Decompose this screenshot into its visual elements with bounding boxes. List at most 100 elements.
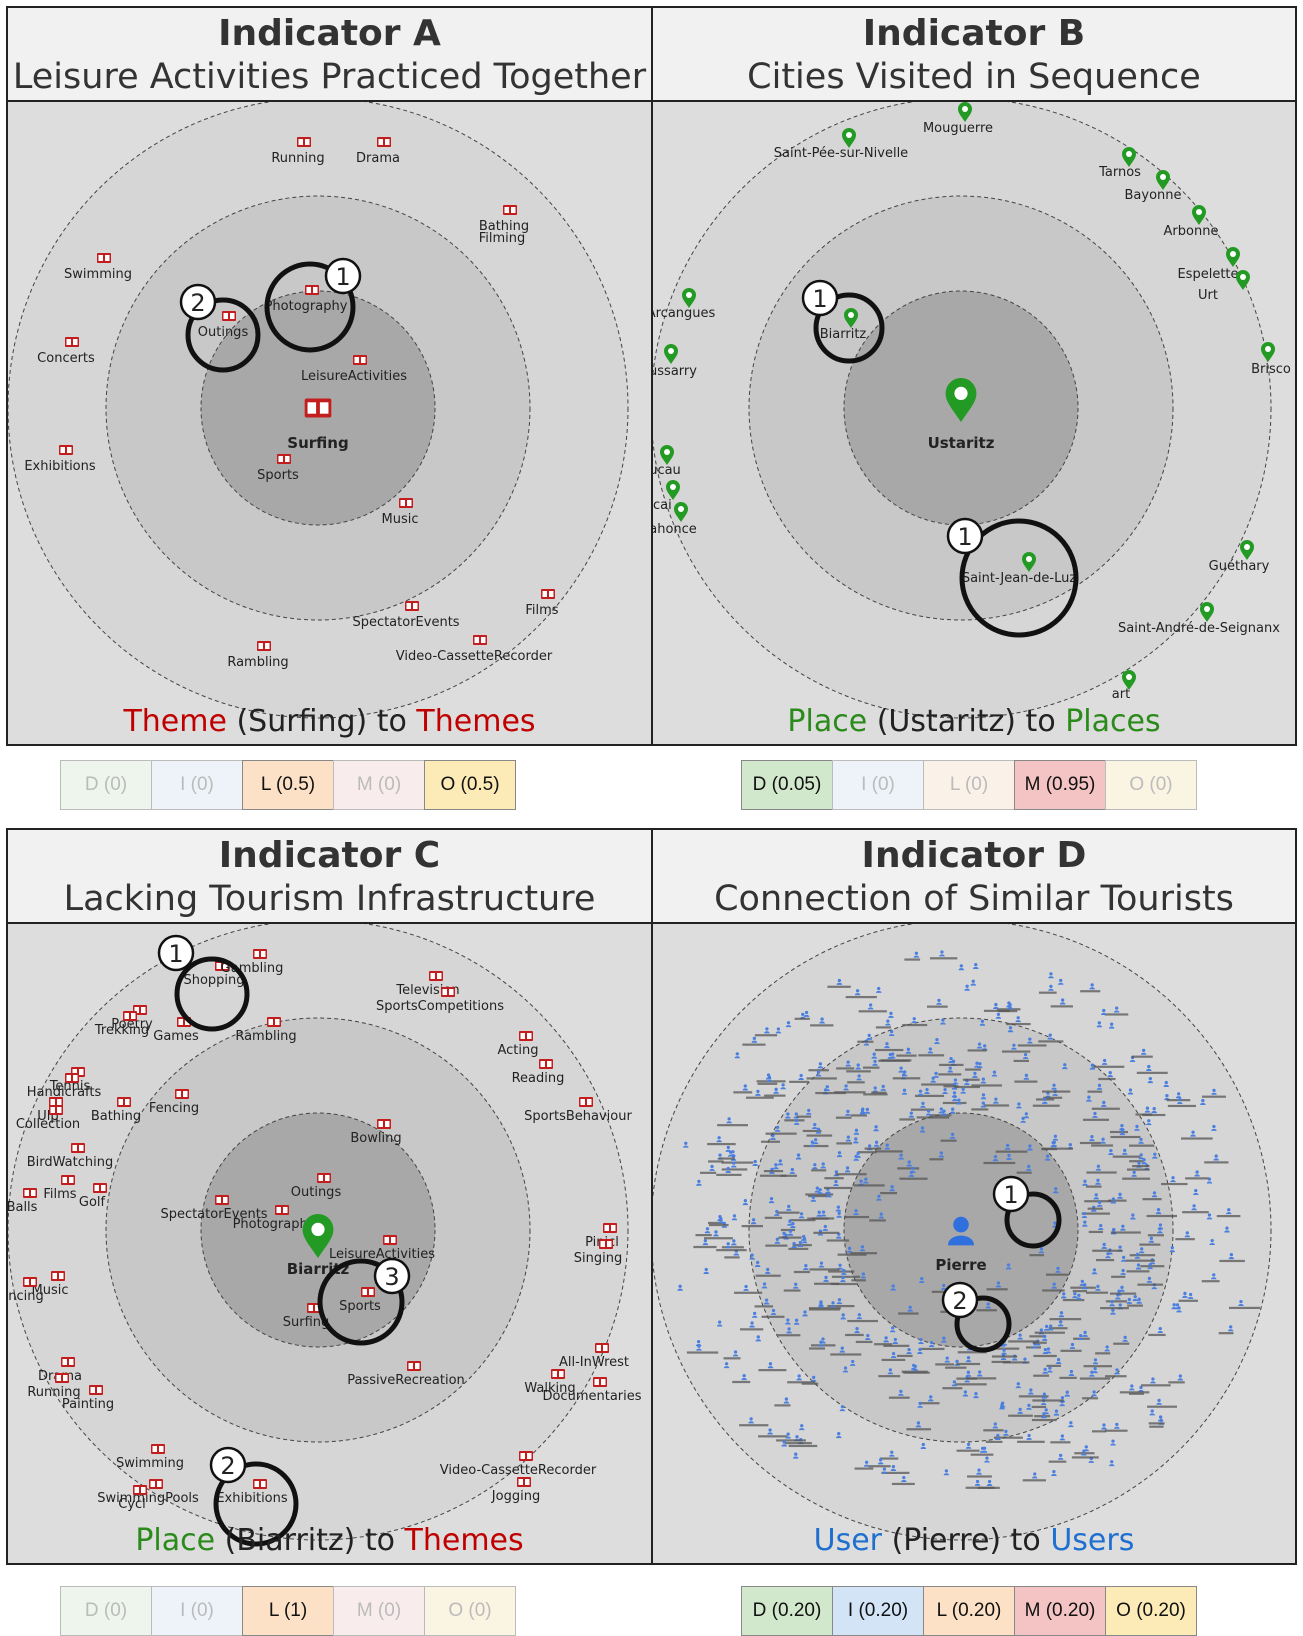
radial-graph[interactable]: Pierre 1 2 User (Pierre) to Users	[653, 924, 1295, 1563]
user-node-icon	[806, 1108, 812, 1115]
user-node-icon	[696, 1344, 702, 1351]
user-node-label	[764, 1094, 786, 1097]
user-node-label	[898, 1312, 919, 1315]
user-node-label	[932, 1116, 950, 1119]
user-node-label	[1081, 1212, 1110, 1215]
user-node-icon	[980, 1101, 987, 1108]
user-node-icon	[1016, 1102, 1022, 1109]
user-node-label	[983, 1429, 1004, 1432]
user-node-icon	[905, 1047, 912, 1054]
user-node-label	[707, 1142, 736, 1146]
user-node-label	[806, 1134, 833, 1137]
user-node-icon	[842, 1366, 849, 1373]
user-node-label	[721, 1161, 754, 1164]
user-node-label	[939, 1063, 964, 1067]
map-pin-icon	[1122, 670, 1136, 690]
user-node-icon	[917, 1401, 923, 1408]
user-node-label	[918, 1402, 940, 1405]
user-node-icon	[859, 1245, 866, 1252]
user-node-icon	[1095, 1284, 1101, 1291]
radial-graph[interactable]: Shopping Gambling Television SportsCompetit…	[8, 924, 651, 1563]
user-node-icon	[1007, 1003, 1013, 1010]
user-node-label	[998, 1009, 1018, 1013]
user-node-icon	[810, 1195, 817, 1202]
user-node-label	[1033, 1374, 1050, 1377]
user-node-icon	[1068, 1369, 1075, 1376]
score-cell: D (0)	[60, 760, 152, 810]
user-node-icon	[947, 1066, 954, 1073]
user-node-label	[1104, 1429, 1128, 1432]
user-node-icon	[683, 1141, 689, 1148]
user-node-label	[1175, 1238, 1195, 1241]
user-node-label	[986, 1288, 1008, 1291]
user-node-label	[954, 1085, 981, 1089]
user-node-label	[926, 1005, 948, 1008]
user-node-icon	[970, 979, 977, 986]
user-node-label	[1126, 1168, 1150, 1171]
node-label: Arcangues	[653, 306, 716, 321]
book-icon	[473, 635, 487, 645]
book-icon	[257, 641, 271, 651]
user-node-label	[1092, 1249, 1123, 1252]
panel-subtitle: Connection of Similar Tourists	[714, 879, 1234, 919]
user-node-icon	[702, 1239, 709, 1246]
user-node-icon	[835, 1205, 842, 1212]
user-node-label	[1139, 1243, 1161, 1246]
user-node-icon	[787, 1229, 794, 1236]
node-label: BirdWatching	[27, 1155, 113, 1170]
user-node-icon	[1138, 1247, 1145, 1254]
user-node-label	[716, 1249, 747, 1252]
user-node-icon	[723, 1362, 730, 1369]
user-node-icon	[742, 1084, 749, 1091]
user-node-icon	[924, 1087, 930, 1095]
caption-target: Themes	[416, 704, 536, 739]
score-cell: L (1)	[242, 1586, 334, 1636]
user-node-icon	[853, 1209, 859, 1216]
center-book-icon	[304, 398, 332, 418]
user-node-label	[784, 1119, 805, 1122]
user-node-label	[993, 1436, 1023, 1439]
node-label: Running	[27, 1385, 80, 1400]
user-node-icon	[783, 1397, 790, 1404]
user-node-icon	[873, 1140, 880, 1147]
user-node-label	[776, 1211, 800, 1214]
user-node-label	[757, 1082, 778, 1085]
user-node-icon	[716, 1320, 723, 1327]
user-node-icon	[1017, 1333, 1023, 1340]
user-node-label	[1002, 1361, 1030, 1364]
user-node-label	[899, 1118, 916, 1121]
user-node-label	[1146, 1214, 1177, 1218]
user-node-icon	[856, 1074, 862, 1081]
user-node-label	[1161, 1182, 1188, 1186]
user-node-icon	[836, 978, 843, 985]
node-label: Trekking	[94, 1023, 149, 1038]
user-node-icon	[839, 1405, 846, 1412]
user-node-label	[835, 1116, 852, 1119]
user-node-icon	[823, 1275, 829, 1282]
user-node-icon	[1144, 1106, 1151, 1113]
user-node-icon	[864, 1107, 871, 1114]
user-node-label	[774, 1404, 791, 1407]
node-label: Drama	[356, 151, 400, 166]
user-node-label	[854, 1467, 874, 1470]
radial-graph[interactable]: Mouguerre Saint-Pée-sur-Nivelle Tarnos Bayo…	[653, 102, 1295, 744]
score-bar-b: D (0.05) I (0) L (0) M (0.95) O (0)	[741, 760, 1197, 810]
radial-graph[interactable]: Running Drama Bathing Filming Swimming Concer…	[8, 102, 651, 744]
user-node-icon	[742, 1199, 749, 1206]
node-label: Music	[382, 512, 419, 527]
user-node-label	[1006, 1022, 1031, 1026]
user-node-icon	[888, 1011, 894, 1018]
user-node-label	[708, 1223, 729, 1227]
user-node-icon	[1089, 1063, 1096, 1070]
center-user-icon	[948, 1216, 974, 1246]
book-icon	[599, 1239, 613, 1249]
user-node-icon	[1042, 1348, 1049, 1355]
book-icon	[89, 1385, 103, 1395]
user-node-icon	[1211, 1088, 1217, 1095]
user-node-icon	[704, 1227, 711, 1234]
user-node-label	[1091, 1107, 1120, 1110]
user-node-label	[789, 1219, 816, 1222]
user-node-label	[1059, 1376, 1077, 1379]
user-node-icon	[1194, 1170, 1200, 1177]
user-node-label	[1185, 1177, 1210, 1180]
